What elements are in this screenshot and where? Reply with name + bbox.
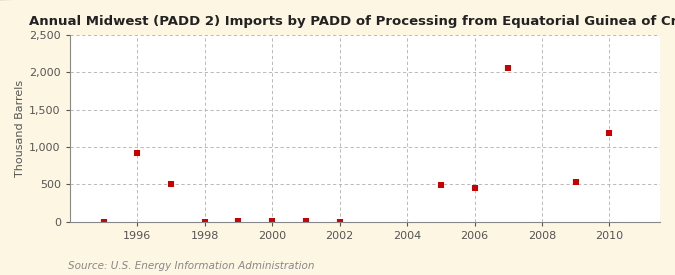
Y-axis label: Thousand Barrels: Thousand Barrels xyxy=(15,80,25,177)
Text: Annual Midwest (PADD 2) Imports by PADD of Processing from Equatorial Guinea of : Annual Midwest (PADD 2) Imports by PADD … xyxy=(28,15,675,28)
Text: Source: U.S. Energy Information Administration: Source: U.S. Energy Information Administ… xyxy=(68,261,314,271)
